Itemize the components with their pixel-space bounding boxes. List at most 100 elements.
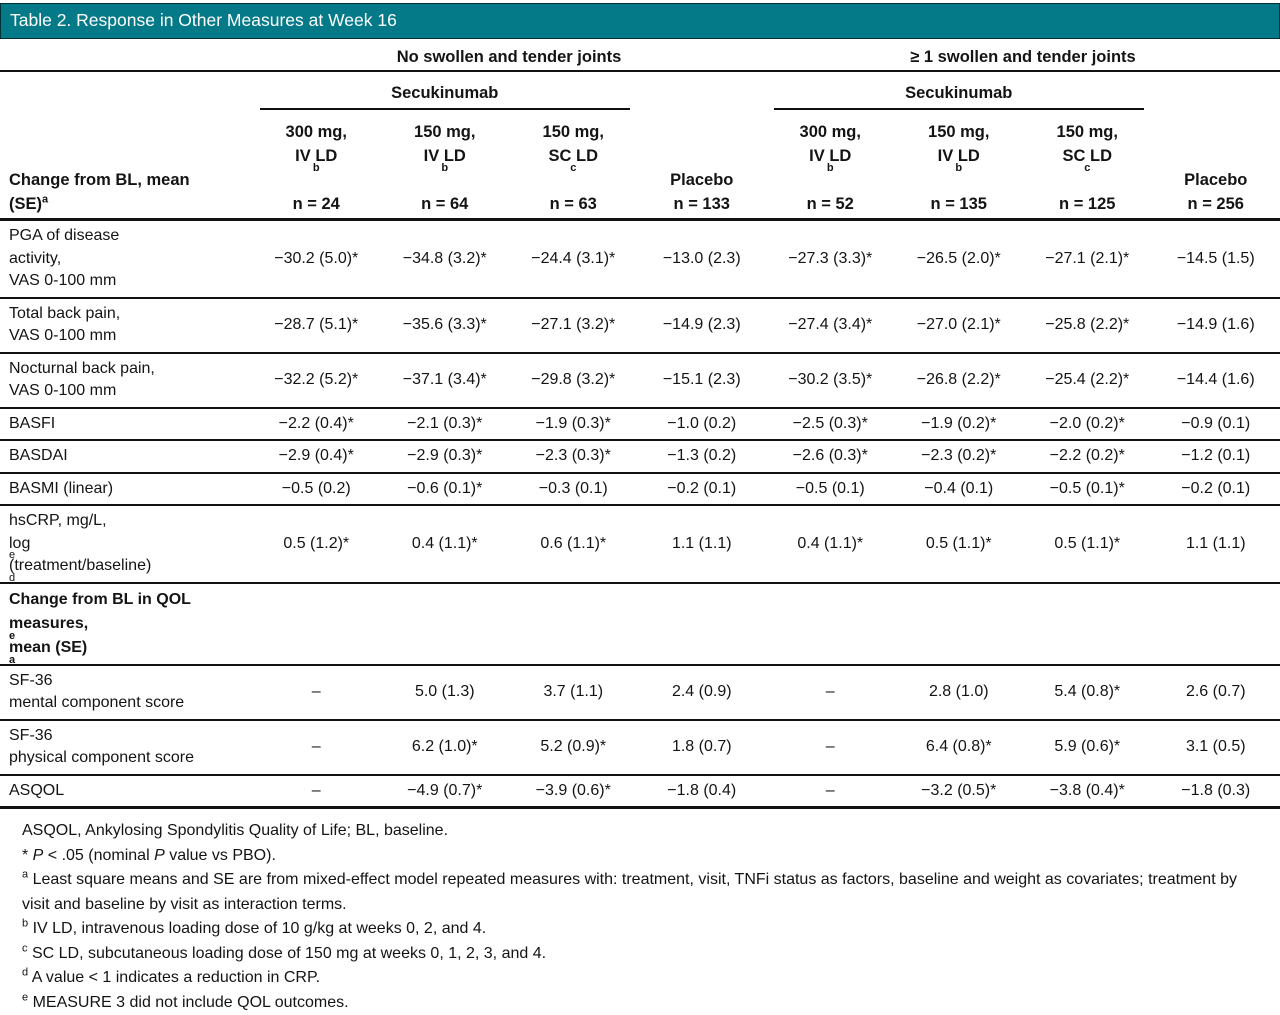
value-cell: −29.8 (3.2)* [509, 358, 638, 403]
value-cell: −0.5 (0.1) [766, 478, 895, 501]
value-cell: −15.1 (2.3) [638, 358, 767, 403]
value-cell: −26.5 (2.0)* [895, 225, 1024, 293]
value-cell: −2.2 (0.4)* [252, 413, 381, 436]
footnote: a Least square means and SE are from mix… [22, 868, 1266, 917]
footnote: e MEASURE 3 did not include QOL outcomes… [22, 991, 1266, 1015]
value-cell: −0.2 (0.1) [1152, 478, 1280, 501]
value-cell: −1.9 (0.2)* [895, 413, 1024, 436]
page: { "title": "Table 2. Response in Other M… [0, 3, 1280, 949]
value-cell: −2.2 (0.2)* [1023, 445, 1152, 468]
value-cell: 3.7 (1.1) [509, 670, 638, 715]
row-label: Total back pain,VAS 0-100 mm [0, 303, 252, 348]
subgroup-header-row: Secukinumab Secukinumab [0, 84, 1280, 110]
table: No swollen and tender joints ≥ 1 swollen… [0, 39, 1280, 809]
table-title-bar: Table 2. Response in Other Measures at W… [0, 3, 1280, 39]
value-cell: 0.5 (1.2)* [252, 510, 381, 578]
footnote: b IV LD, intravenous loading dose of 10 … [22, 917, 1266, 942]
value-cell [252, 588, 381, 660]
value-cell: −27.1 (3.2)* [509, 303, 638, 348]
value-cell: −28.7 (5.1)* [252, 303, 381, 348]
footnote: c SC LD, subcutaneous loading dose of 15… [22, 942, 1266, 967]
value-cell: – [766, 725, 895, 770]
value-cell: – [766, 670, 895, 715]
value-cell: −27.1 (2.1)* [1023, 225, 1152, 293]
value-cell [895, 588, 1024, 660]
value-cell: −34.8 (3.2)* [381, 225, 510, 293]
value-cell [1023, 588, 1152, 660]
value-cell: 2.6 (0.7) [1152, 670, 1280, 715]
value-cell [638, 588, 767, 660]
value-cell: −3.8 (0.4)* [1023, 780, 1152, 803]
value-cell: −13.0 (2.3) [638, 225, 767, 293]
value-cell: −14.4 (1.6) [1152, 358, 1280, 403]
table-row: BASDAI−2.9 (0.4)*−2.9 (0.3)*−2.3 (0.3)*−… [0, 439, 1280, 472]
value-cell: – [252, 670, 381, 715]
value-cell: −2.6 (0.3)* [766, 445, 895, 468]
value-cell: −0.2 (0.1) [638, 478, 767, 501]
value-cell: −0.9 (0.1) [1152, 413, 1280, 436]
row-label: Nocturnal back pain,VAS 0-100 mm [0, 358, 252, 403]
value-cell: 6.2 (1.0)* [381, 725, 510, 770]
value-cell: −1.8 (0.3) [1152, 780, 1280, 803]
subgroup-header-secukinumab-left: Secukinumab [260, 84, 630, 110]
stub-header: Change from BL, mean (SE)a [0, 168, 252, 216]
value-cell: −1.0 (0.2) [638, 413, 767, 436]
value-cell: −3.2 (0.5)* [895, 780, 1024, 803]
value-cell: −0.5 (0.2) [252, 478, 381, 501]
value-cell: 0.5 (1.1)* [895, 510, 1024, 578]
value-cell: – [252, 780, 381, 803]
value-cell: 1.1 (1.1) [638, 510, 767, 578]
value-cell: −3.9 (0.6)* [509, 780, 638, 803]
row-label: ASQOL [0, 780, 252, 803]
value-cell: −0.5 (0.1)* [1023, 478, 1152, 501]
value-cell [766, 588, 895, 660]
value-cell [381, 588, 510, 660]
value-cell: −32.2 (5.2)* [252, 358, 381, 403]
value-cell: – [766, 780, 895, 803]
value-cell: −37.1 (3.4)* [381, 358, 510, 403]
value-cell: −30.2 (5.0)* [252, 225, 381, 293]
value-cell: −14.9 (1.6) [1152, 303, 1280, 348]
value-cell: −1.9 (0.3)* [509, 413, 638, 436]
table-row: Total back pain,VAS 0-100 mm−28.7 (5.1)*… [0, 297, 1280, 352]
group-header-no-swollen: No swollen and tender joints [252, 48, 766, 70]
value-cell: 5.0 (1.3) [381, 670, 510, 715]
row-label: BASMI (linear) [0, 478, 252, 501]
value-cell: −2.0 (0.2)* [1023, 413, 1152, 436]
group-header-row: No swollen and tender joints ≥ 1 swollen… [0, 39, 1280, 72]
table-row: BASMI (linear)−0.5 (0.2)−0.6 (0.1)*−0.3 … [0, 472, 1280, 505]
value-cell: 1.1 (1.1) [1152, 510, 1280, 578]
footnote: d A value < 1 indicates a reduction in C… [22, 966, 1266, 991]
value-cell [1152, 588, 1280, 660]
value-cell: −14.5 (1.5) [1152, 225, 1280, 293]
value-cell: −26.8 (2.2)* [895, 358, 1024, 403]
value-cell: −35.6 (3.3)* [381, 303, 510, 348]
value-cell: 5.2 (0.9)* [509, 725, 638, 770]
value-cell: −30.2 (3.5)* [766, 358, 895, 403]
subgroup-header-secukinumab-right: Secukinumab [774, 84, 1144, 110]
value-cell: −2.3 (0.2)* [895, 445, 1024, 468]
value-cell [509, 588, 638, 660]
footnote: * P < .05 (nominal P value vs PBO). [22, 844, 1266, 869]
value-cell: 0.4 (1.1)* [766, 510, 895, 578]
value-cell: −27.0 (2.1)* [895, 303, 1024, 348]
value-cell: −1.2 (0.1) [1152, 445, 1280, 468]
value-cell: −2.9 (0.3)* [381, 445, 510, 468]
value-cell: 1.8 (0.7) [638, 725, 767, 770]
